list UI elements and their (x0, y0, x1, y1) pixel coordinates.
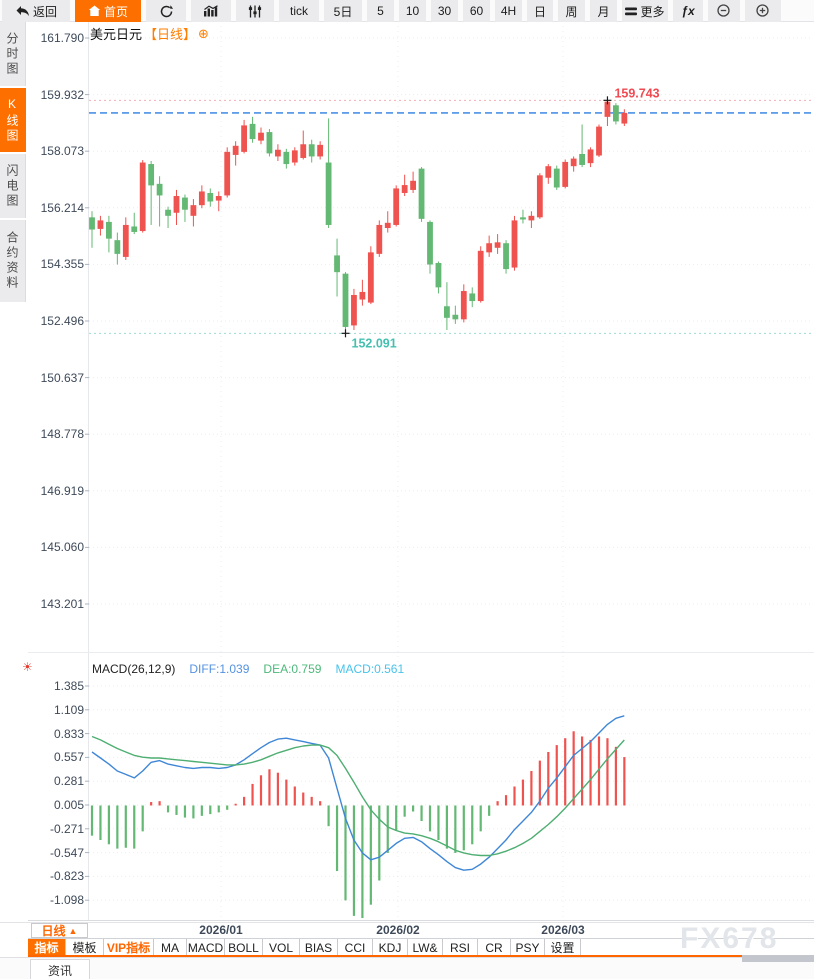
indicator-tab-设置[interactable]: 设置 (545, 939, 581, 956)
chart-title: 美元日元 【日线】 ⊕ (90, 24, 209, 43)
horizontal-scrollbar[interactable] (742, 955, 814, 962)
toolbar-button-refresh[interactable] (146, 0, 186, 22)
circle-plus-icon[interactable]: ⊕ (198, 26, 209, 41)
toolbar-button-day[interactable]: 日 (527, 0, 553, 22)
indicator-tab-VOL[interactable]: VOL (263, 939, 300, 956)
sidebar-tab-contract-info[interactable]: 合约资料 (0, 220, 26, 302)
toolbar-button-60[interactable]: 60 (463, 0, 490, 22)
toolbar-button-more[interactable]: 更多 (622, 0, 668, 22)
zoom-out-icon (716, 3, 732, 19)
toolbar-button-4h[interactable]: 4H (495, 0, 522, 22)
toolbar-button-home[interactable]: 首页 (75, 0, 141, 22)
toolbar-button-back[interactable]: 返回 (2, 0, 70, 22)
toolbar-button-10[interactable]: 10 (399, 0, 426, 22)
toolbar-button-label: tick (290, 4, 308, 18)
toolbar-button-5d[interactable]: 5日 (324, 0, 362, 22)
toolbar-button-label: 10 (405, 4, 420, 18)
x-axis-label: 2026/03 (541, 923, 585, 937)
toolbar-button-label: 月 (597, 4, 610, 19)
indicator-tab-KDJ[interactable]: KDJ (373, 939, 408, 956)
toolbar-button-indicators[interactable] (236, 0, 274, 22)
indicator-tab-CR[interactable]: CR (478, 939, 511, 956)
left-sidebar: 分时图 K线图 闪电图 合约资料 (0, 22, 28, 304)
indicator-tab-指标[interactable]: 指标 (28, 939, 66, 956)
indicator-tab-模板[interactable]: 模板 (66, 939, 104, 956)
sidebar-tab-time-share[interactable]: 分时图 (0, 22, 26, 86)
toolbar-button-5[interactable]: 5 (367, 0, 394, 22)
toolbar-button-30[interactable]: 30 (431, 0, 458, 22)
low-price-label: 152.091 (352, 336, 397, 350)
toolbar-button-label: 30 (437, 4, 452, 18)
toolbar-button-label: 60 (469, 4, 484, 18)
toolbar-button-week[interactable]: 周 (558, 0, 585, 22)
toolbar-button-label: 更多 (640, 4, 665, 19)
period-tag: 【日线】 (144, 27, 197, 42)
macd-diff-value: DIFF:1.039 (189, 662, 250, 676)
macd-dea-value: DEA:0.759 (263, 662, 322, 676)
sliders-icon (248, 5, 262, 18)
toolbar-button-label: ƒx (681, 4, 695, 18)
sidebar-tab-kline[interactable]: K线图 (0, 88, 26, 152)
high-price-label: 159.743 (614, 86, 659, 100)
menu-icon (625, 7, 638, 16)
indicator-tab-MACD[interactable]: MACD (187, 939, 225, 956)
indicator-tab-VIP指标[interactable]: VIP指标 (104, 939, 154, 956)
x-axis-label: 2026/02 (376, 923, 420, 937)
period-selector-label: 日线 (41, 924, 66, 938)
indicator-tab-BIAS[interactable]: BIAS (300, 939, 338, 956)
period-selector-button[interactable]: 日线 ▲ (31, 923, 88, 938)
toolbar-button-label: 周 (565, 4, 578, 19)
toolbar-button-label: 日 (533, 4, 546, 19)
back-arrow-icon (15, 5, 30, 17)
toolbar-button-fx[interactable]: ƒx (673, 0, 703, 22)
kline-chart-icon (203, 4, 219, 18)
toolbar-button-label: 5 (377, 4, 384, 18)
macd-macd-value: MACD:0.561 (335, 662, 405, 676)
indicator-tab-PSY[interactable]: PSY (511, 939, 545, 956)
toolbar-button-zoom-in[interactable] (745, 0, 781, 22)
indicator-tab-BOLL[interactable]: BOLL (225, 939, 263, 956)
top-toolbar: 返回 首页 tick 5日 5 10 30 60 4H 日 周 月 更多 ƒx (0, 0, 814, 22)
toolbar-button-label: 4H (500, 4, 517, 18)
macd-params-label: MACD(26,12,9) (92, 662, 176, 676)
news-tab[interactable]: 资讯 (30, 959, 90, 979)
x-axis-row: 日线 ▲ 2026/01 2026/02 2026/03 (0, 922, 814, 938)
home-icon (88, 5, 101, 17)
sidebar-tab-lightning[interactable]: 闪电图 (0, 154, 26, 218)
symbol-name: 美元日元 (90, 27, 143, 42)
indicator-tab-LW&[interactable]: LW& (408, 939, 443, 956)
toolbar-button-tick[interactable]: tick (279, 0, 319, 22)
toolbar-button-month[interactable]: 月 (590, 0, 617, 22)
indicator-toolbar: 指标 模板 VIP指标 MA MACD BOLL VOL BIAS CCI KDJ LW& RSI CR… (28, 938, 814, 956)
axis-divider (88, 22, 89, 920)
toolbar-button-label: 返回 (32, 4, 57, 19)
watermark: FX678 (680, 922, 779, 955)
refresh-icon (160, 4, 173, 18)
panel-divider (28, 652, 814, 653)
indicator-tab-CCI[interactable]: CCI (338, 939, 373, 956)
indicator-tab-MA[interactable]: MA (154, 939, 187, 956)
macd-alert-icon[interactable]: ☀ (22, 660, 33, 674)
macd-header: MACD(26,12,9) DIFF:1.039 DEA:0.759 MACD:… (92, 662, 404, 676)
x-axis-label: 2026/01 (199, 923, 243, 937)
toolbar-button-zoom-out[interactable] (708, 0, 740, 22)
indicator-toolbar-underline (28, 955, 814, 957)
toolbar-button-label: 首页 (103, 4, 128, 19)
triangle-up-icon: ▲ (68, 925, 78, 936)
indicator-tab-RSI[interactable]: RSI (443, 939, 478, 956)
zoom-in-icon (755, 3, 771, 19)
toolbar-button-label: 5日 (333, 4, 353, 19)
bottom-tab-bar: 资讯 (0, 957, 814, 979)
chart-bottom-divider (28, 920, 814, 921)
toolbar-button-kline[interactable] (191, 0, 231, 22)
